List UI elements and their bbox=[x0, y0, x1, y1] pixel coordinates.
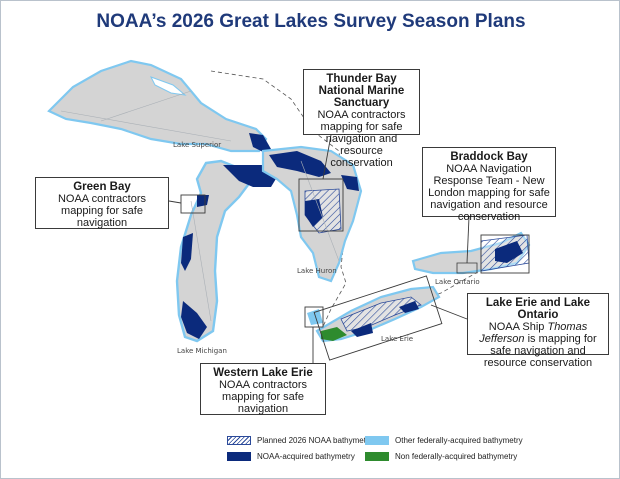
callout-green-bay-body: NOAA contractors mapping for safe naviga… bbox=[57, 193, 147, 229]
callout-western-erie-title: Western Lake Erie bbox=[213, 367, 313, 379]
callout-braddock-bay: Braddock Bay NOAA Navigation Response Te… bbox=[422, 147, 556, 223]
legend-swatch-solid bbox=[365, 436, 389, 445]
braddock-bay-locator bbox=[480, 234, 530, 274]
legend-swatch-solid bbox=[227, 452, 251, 461]
leader-erie-ontario bbox=[430, 304, 468, 320]
legend-label: Planned 2026 NOAA bathymetry bbox=[257, 436, 373, 445]
lake-michigan-label: Lake Michigan bbox=[177, 347, 227, 355]
legend-swatch-hatched bbox=[227, 436, 251, 445]
callout-western-erie: Western Lake Erie NOAA contractors mappi… bbox=[200, 363, 326, 415]
leader-green-bay bbox=[168, 200, 182, 204]
callout-erie-ontario: Lake Erie and Lake Ontario NOAA Ship Tho… bbox=[467, 293, 609, 369]
callout-erie-ontario-title: Lake Erie and Lake Ontario bbox=[485, 297, 591, 321]
callout-green-bay: Green Bay NOAA contractors mapping for s… bbox=[35, 177, 169, 229]
lake-ontario-label: Lake Ontario bbox=[435, 278, 480, 286]
callout-thunder-bay-body: NOAA contractors mapping for safe naviga… bbox=[317, 109, 406, 169]
lake-superior bbox=[47, 59, 271, 153]
callout-erie-ontario-body-suffix: is mapping for safe navigation and resou… bbox=[483, 333, 597, 369]
legend-swatch-solid bbox=[365, 452, 389, 461]
lake-huron-label: Lake Huron bbox=[297, 267, 337, 275]
western-erie-locator bbox=[304, 306, 324, 328]
map-legend: Planned 2026 NOAA bathymetry Other feder… bbox=[227, 431, 523, 471]
callout-braddock-bay-body: NOAA Navigation Response Team - New Lond… bbox=[428, 163, 550, 223]
lake-erie-label: Lake Erie bbox=[381, 335, 413, 343]
leader-braddock-bay bbox=[466, 216, 470, 264]
leader-thunder-bay bbox=[322, 134, 332, 180]
callout-braddock-bay-title: Braddock Bay bbox=[450, 151, 528, 163]
lake-superior-label: Lake Superior bbox=[173, 141, 221, 149]
callout-thunder-bay: Thunder Bay National Marine Sanctuary NO… bbox=[303, 69, 420, 169]
lake-erie-locator bbox=[313, 275, 443, 361]
legend-label: NOAA-acquired bathymetry bbox=[257, 452, 355, 461]
thunder-bay-locator bbox=[298, 178, 344, 232]
callout-erie-ontario-body: NOAA Ship Thomas Jefferson is mapping fo… bbox=[472, 321, 604, 369]
page-title: NOAA’s 2026 Great Lakes Survey Season Pl… bbox=[96, 11, 526, 32]
callout-erie-ontario-body-prefix: NOAA Ship bbox=[488, 321, 545, 333]
legend-label: Non federally-acquired bathymetry bbox=[395, 452, 518, 461]
callout-western-erie-body: NOAA contractors mapping for safe naviga… bbox=[218, 379, 308, 415]
lake-michigan bbox=[175, 159, 277, 343]
legend-label: Other federally-acquired bathymetry bbox=[395, 436, 523, 445]
lake-huron bbox=[261, 145, 363, 283]
lake-erie bbox=[307, 285, 441, 343]
green-bay-locator bbox=[180, 194, 206, 214]
callout-thunder-bay-title: Thunder Bay National Marine Sanctuary bbox=[318, 73, 405, 109]
callout-green-bay-title: Green Bay bbox=[73, 181, 131, 193]
lake-ontario bbox=[411, 231, 531, 275]
ship-name: Thomas Jefferson bbox=[479, 321, 588, 345]
